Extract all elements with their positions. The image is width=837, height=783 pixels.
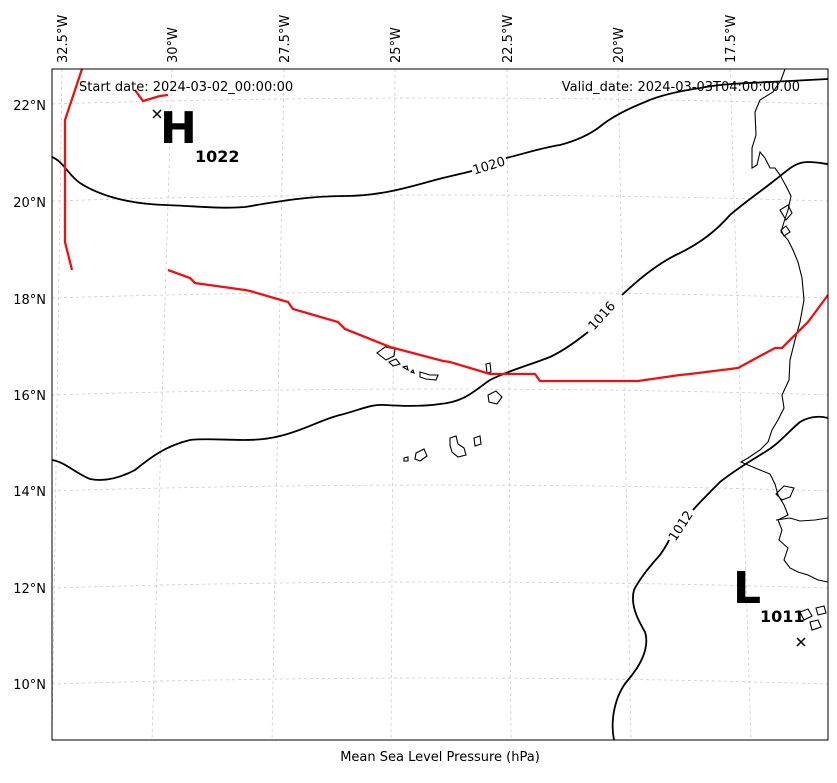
gridline-lon-25 [390,69,396,740]
map-frame [51,68,829,741]
lon-tick-label: 32.5°W [56,15,71,63]
lat-tick-label: 12°N [13,582,46,597]
gridline-lat-16 [52,388,828,396]
lat-tick-label: 14°N [13,485,46,500]
gridline-lat-18 [52,291,828,299]
cape-verde-sao-nicolau [409,368,439,381]
start-date-text: Start date: 2024-03-02_00:00:00 [79,80,293,95]
coast-island-b [780,225,791,237]
lon-tick-label: 30°W [166,27,181,63]
isobar-label-1012: 1012 [666,508,697,544]
gridline-lat-14 [52,484,828,492]
low-center-marker-icon [796,637,806,647]
lon-tick-label: 25°W [389,27,404,63]
high-center-marker-icon [152,109,162,119]
gridline-lon-27-5 [271,69,285,740]
gridline-lat-22 [52,97,828,105]
cape-verde-sal [485,362,492,374]
high-pressure-center: H 1022 [152,103,240,166]
lat-tick-labels: 22°N 20°N 18°N 16°N 14°N 12°N 10°N [13,99,46,693]
lat-tick-label: 20°N [13,196,46,211]
valid-date-text: Valid_date: 2024-03-03T04:00:00.00 [562,80,800,95]
isobar-1020 [52,78,828,209]
gridline-lat-20 [52,194,828,202]
gridline-lon-20 [617,69,632,740]
red-contour-main [167,268,828,383]
isobar-1016 [52,161,828,481]
cape-verde-santa-luzia [401,365,409,372]
gridline-lon-17-5 [729,69,752,740]
cape-verde-fogo [414,448,428,462]
map-caption: Mean Sea Level Pressure (hPa) [340,750,540,765]
lon-tick-label: 27.5°W [278,15,293,63]
lat-tick-label: 18°N [13,293,46,308]
high-value: 1022 [195,147,240,166]
isobar-label-1020: 1020 [471,154,507,178]
gridline-lat-10 [52,677,828,685]
cape-verde-boa-vista [487,390,503,405]
lon-tick-label: 22.5°W [501,15,516,63]
coast-islets-guinea [799,605,827,631]
isobar-1012 [611,415,828,740]
lon-tick-label: 17.5°W [724,15,739,63]
high-letter: H [160,103,197,154]
isobar-label-1016: 1016 [586,299,619,334]
cape-verde-santiago [449,435,467,458]
coast-gambia [775,517,828,522]
lon-tick-labels: 32.5°W 30°W 27.5°W 25°W 22.5°W 20°W 17.5… [56,15,739,63]
low-value: 1011 [760,607,805,626]
coast-bissagos-1 [775,485,795,501]
gridline-lon-22-5 [506,69,512,740]
lon-tick-label: 20°W [612,27,627,63]
cape-verde-sao-vicente [388,358,401,367]
red-contour-lines [63,69,828,383]
isobars [52,78,828,740]
coastlines [376,69,828,631]
coast-island-a [779,204,793,221]
cape-verde-brava [403,456,409,462]
low-pressure-center: L 1011 [733,563,806,647]
gridlines [52,69,828,740]
lat-tick-label: 16°N [13,389,46,404]
lat-tick-label: 10°N [13,678,46,693]
cape-verde-santo-antao [376,346,396,361]
low-letter: L [733,563,761,614]
africa-coastline [739,69,828,583]
red-contour-nw-top [134,89,169,103]
lat-tick-label: 22°N [13,99,46,114]
cape-verde-maio [473,435,482,447]
gridline-lon-30 [151,69,173,740]
gridline-lat-12 [52,581,828,589]
gridline-lon-32-5 [52,69,63,740]
red-contour-nw [63,69,84,271]
